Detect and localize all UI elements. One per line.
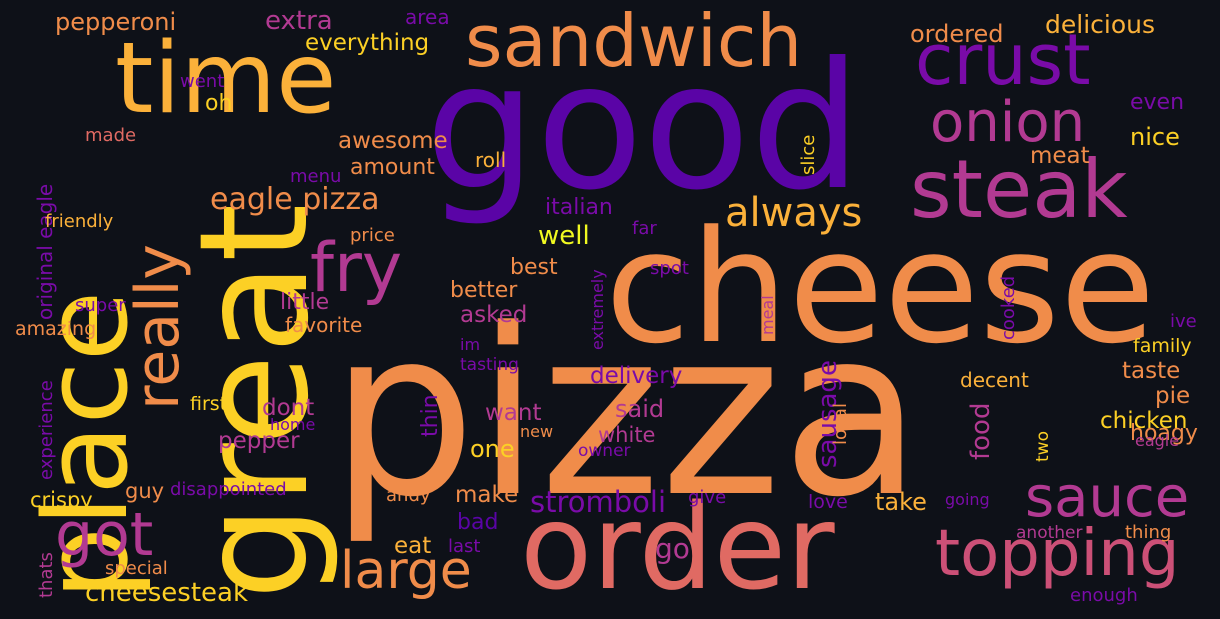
word-italian: italian	[545, 195, 613, 220]
word-went: went	[180, 71, 225, 92]
word-thing: thing	[1125, 522, 1172, 543]
word-experience: experience	[36, 380, 57, 480]
word-area: area	[405, 5, 450, 29]
word-eagle-pizza: eagle pizza	[210, 182, 380, 217]
word-andy: andy	[386, 485, 431, 506]
word-crust: crust	[915, 19, 1091, 101]
word-want: want	[485, 400, 542, 426]
word-sauce: sauce	[1025, 465, 1190, 530]
word-disappointed: disappointed	[170, 479, 287, 500]
word-another: another	[1016, 523, 1083, 543]
word-special: special	[105, 558, 168, 579]
word-white: white	[598, 423, 656, 447]
word-everything: everything	[305, 30, 430, 56]
word-love: love	[808, 491, 848, 513]
word-spot: spot	[650, 258, 689, 279]
word-take: take	[875, 488, 927, 516]
word-large: large	[340, 541, 472, 601]
word-roll: roll	[475, 148, 507, 172]
word-pizza: pizza	[330, 281, 923, 548]
word-steak: steak	[910, 143, 1128, 236]
word-dont: dont	[262, 395, 315, 421]
word-menu: menu	[290, 166, 342, 187]
word-eagle: eagle	[1135, 431, 1180, 450]
word-onion: onion	[930, 90, 1086, 155]
word-favorite: favorite	[285, 313, 363, 337]
word-local: local	[830, 403, 851, 445]
word-fry: fry	[310, 229, 403, 308]
word-food: food	[966, 402, 996, 460]
word-pepperoni: pepperoni	[55, 8, 177, 36]
word-cheese: cheese	[605, 197, 1156, 378]
word-thin: thin	[418, 394, 443, 437]
word-made: made	[85, 125, 137, 146]
word-meat: meat	[1030, 143, 1090, 169]
word-im: im	[460, 335, 481, 354]
word-better: better	[450, 278, 518, 303]
word-first: first	[190, 393, 228, 415]
word-price: price	[350, 225, 395, 246]
word-far: far	[632, 218, 657, 239]
word-pie: pie	[1155, 383, 1191, 409]
word-enough: enough	[1070, 585, 1138, 606]
word-friendly: friendly	[45, 211, 114, 232]
word-well: well	[538, 221, 590, 251]
word-guy: guy	[125, 479, 165, 503]
word-topping: topping	[935, 517, 1180, 591]
word-got: got	[55, 500, 154, 570]
word-owner: owner	[578, 441, 631, 461]
word-cheesesteak: cheesesteak	[85, 578, 249, 608]
word-meal: meal	[758, 295, 777, 335]
word-original-eagle: original eagle	[33, 183, 57, 320]
word-super: super	[75, 295, 126, 316]
word-give: give	[688, 487, 727, 508]
word-go: go	[655, 532, 690, 565]
word-said: said	[615, 395, 665, 423]
word-tasting: tasting	[460, 355, 519, 375]
word-ordered: ordered	[910, 20, 1004, 48]
word-hoagy: hoagy	[1130, 421, 1198, 446]
word-asked: asked	[460, 302, 528, 328]
word-bad: bad	[457, 510, 499, 535]
word-good: good	[425, 26, 862, 229]
word-cooked: cooked	[998, 275, 1019, 340]
word-awesome: awesome	[338, 128, 448, 154]
word-new: new	[520, 422, 554, 441]
word-crispy: crispy	[30, 488, 93, 512]
word-amount: amount	[350, 155, 435, 180]
word-order: order	[520, 478, 835, 616]
word-extra: extra	[265, 6, 333, 36]
word-stromboli: stromboli	[530, 485, 667, 519]
word-little: little	[280, 290, 330, 315]
word-extremely: extremely	[588, 269, 607, 350]
word-last: last	[448, 536, 481, 557]
word-pepper: pepper	[218, 428, 300, 454]
word-sandwich: sandwich	[465, 0, 803, 83]
word-delivery: delivery	[590, 363, 683, 389]
word-two: two	[1033, 431, 1053, 462]
word-one: one	[470, 435, 515, 463]
word-delicious: delicious	[1045, 10, 1155, 39]
word-family: family	[1133, 335, 1192, 357]
word-thats: thats	[36, 552, 57, 598]
word-ive: ive	[1170, 311, 1197, 332]
word-make: make	[455, 482, 519, 508]
word-time: time	[115, 22, 337, 136]
word-chicken: chicken	[1100, 408, 1188, 434]
word-even: even	[1130, 90, 1185, 115]
word-slice: slice	[798, 134, 819, 175]
word-best: best	[510, 255, 558, 280]
word-decent: decent	[960, 368, 1029, 392]
word-really: really	[123, 244, 193, 410]
word-going: going	[945, 490, 990, 509]
word-home: home	[270, 415, 316, 434]
word-taste: taste	[1122, 358, 1181, 384]
word-nice: nice	[1130, 123, 1180, 151]
word-oh: oh	[205, 91, 233, 116]
word-always: always	[725, 190, 863, 236]
word-eat: eat	[394, 533, 432, 559]
word-amazing: amazing	[15, 318, 97, 340]
